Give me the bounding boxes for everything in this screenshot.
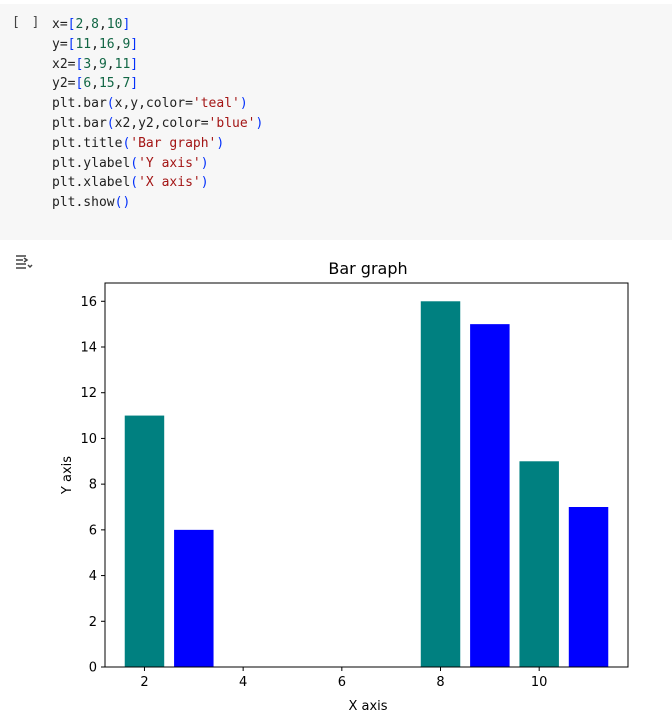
- code-line: y2=[6,15,7]: [52, 76, 138, 91]
- x-tick-label: 2: [140, 675, 148, 690]
- code-token: (: [106, 115, 115, 131]
- bar-series-1-x-8: [420, 301, 461, 667]
- code-token: ]: [130, 56, 139, 72]
- code-token: x2,y2,color=: [114, 115, 209, 131]
- code-token: y2=: [52, 76, 76, 92]
- code-token: 9: [98, 56, 107, 72]
- code-token: x,y,color=: [114, 96, 193, 112]
- code-line: x2=[3,9,11]: [52, 57, 138, 72]
- code-token: x2=: [52, 56, 76, 72]
- code-line: plt.bar(x,y,color='teal'): [52, 96, 248, 111]
- bar-series-2-x-3: [174, 529, 214, 667]
- y-tick-label: 4: [89, 569, 97, 584]
- code-text[interactable]: x=[2,8,10] y=[11,16,9] x2=[3,9,11] y2=[6…: [52, 15, 263, 213]
- code-token: ,: [114, 36, 123, 52]
- code-cell[interactable]: [ ] x=[2,8,10] y=[11,16,9] x2=[3,9,11] y…: [0, 0, 672, 240]
- code-token: 6: [83, 76, 92, 92]
- code-token: [: [75, 56, 84, 72]
- code-token: ]: [130, 36, 139, 52]
- code-token: ,: [98, 17, 107, 32]
- bars-layer: [124, 301, 609, 667]
- code-token: ): [200, 155, 209, 171]
- code-token: y=: [52, 36, 68, 52]
- output-toggle-icon[interactable]: [13, 252, 33, 272]
- code-line: plt.bar(x2,y2,color='blue'): [52, 116, 263, 131]
- code-token: 16: [98, 36, 115, 52]
- bar-chart: Bar graph 2 4 6 8 10 0 2 4 6 8 10 12 14 16 X axis Y a…: [60, 259, 629, 714]
- code-token: ): [239, 96, 248, 112]
- code-token: 8: [91, 17, 99, 32]
- y-tick-label: 6: [89, 523, 97, 538]
- code-token: ,: [91, 36, 99, 52]
- code-token: 11: [75, 36, 92, 52]
- code-token: ): [200, 175, 209, 191]
- y-tick-label: 16: [80, 295, 97, 310]
- code-token: ]: [130, 76, 139, 92]
- code-token: ,: [106, 56, 115, 72]
- x-tick-label: 6: [338, 675, 346, 690]
- code-token: (: [130, 175, 139, 191]
- code-token: plt.ylabel: [52, 155, 131, 171]
- code-token: plt.xlabel: [52, 175, 131, 191]
- code-token: 11: [114, 56, 131, 72]
- code-token: plt.bar: [52, 115, 107, 131]
- code-line: y=[11,16,9]: [52, 37, 138, 52]
- code-token: ,: [91, 56, 99, 72]
- y-tick-label: 0: [89, 661, 97, 676]
- code-token: x=: [52, 17, 68, 32]
- code-token: 3: [83, 56, 92, 72]
- code-token: [: [67, 36, 76, 52]
- bar-series-2-x-9: [470, 324, 510, 667]
- y-tick-label: 12: [80, 386, 97, 401]
- chart-title: Bar graph: [328, 259, 407, 278]
- code-line: plt.title('Bar graph'): [52, 136, 224, 151]
- bar-series-2-x-11: [568, 507, 609, 667]
- code-token: ]: [122, 17, 131, 32]
- code-token: plt.title: [52, 135, 123, 151]
- code-line: plt.ylabel('Y axis'): [52, 156, 209, 171]
- y-tick-label: 10: [80, 432, 97, 447]
- code-line: plt.xlabel('X axis'): [52, 175, 209, 190]
- y-tick-label: 2: [89, 615, 97, 630]
- plot-frame: [104, 282, 629, 668]
- code-line: plt.show(): [52, 195, 130, 210]
- code-token: 'teal': [192, 96, 240, 112]
- bar-series-1-x-10: [519, 461, 559, 667]
- code-token: 'blue': [208, 115, 256, 131]
- run-cell-button[interactable]: [ ]: [12, 15, 42, 30]
- code-token: 'Bar graph': [130, 135, 217, 151]
- code-token: [: [67, 17, 76, 32]
- code-token: [: [75, 76, 84, 92]
- code-token: (: [106, 96, 115, 112]
- code-token: 'X axis': [138, 175, 201, 191]
- code-token: ): [216, 135, 225, 151]
- code-token: 7: [122, 76, 131, 92]
- x-tick-label: 10: [531, 675, 548, 690]
- code-editor[interactable]: [ ] x=[2,8,10] y=[11,16,9] x2=[3,9,11] y…: [0, 4, 672, 240]
- code-token: ): [255, 115, 264, 131]
- code-token: 2: [75, 17, 84, 32]
- code-token: 10: [106, 17, 123, 32]
- ticks-layer: 2 4 6 8 10 0 2 4 6 8 10 12 14 16: [80, 295, 547, 690]
- x-axis-label: X axis: [348, 699, 387, 714]
- x-tick-label: 8: [436, 675, 444, 690]
- code-token: plt.show: [52, 195, 115, 211]
- x-tick-label: 4: [239, 675, 247, 690]
- code-token: (: [130, 155, 139, 171]
- code-token: ,: [114, 76, 123, 92]
- y-tick-label: 8: [89, 478, 97, 493]
- code-line: x=[2,8,10]: [52, 17, 130, 32]
- code-token: (): [114, 195, 131, 211]
- y-axis-label: Y axis: [60, 456, 75, 495]
- y-tick-label: 14: [80, 341, 97, 356]
- bar-series-1-x-2: [124, 415, 165, 667]
- code-token: ,: [91, 76, 99, 92]
- code-token: (: [122, 135, 131, 151]
- code-token: 15: [98, 76, 115, 92]
- code-token: 9: [122, 36, 131, 52]
- code-token: plt.bar: [52, 96, 107, 112]
- code-token: ,: [83, 17, 92, 32]
- code-token: 'Y axis': [138, 155, 201, 171]
